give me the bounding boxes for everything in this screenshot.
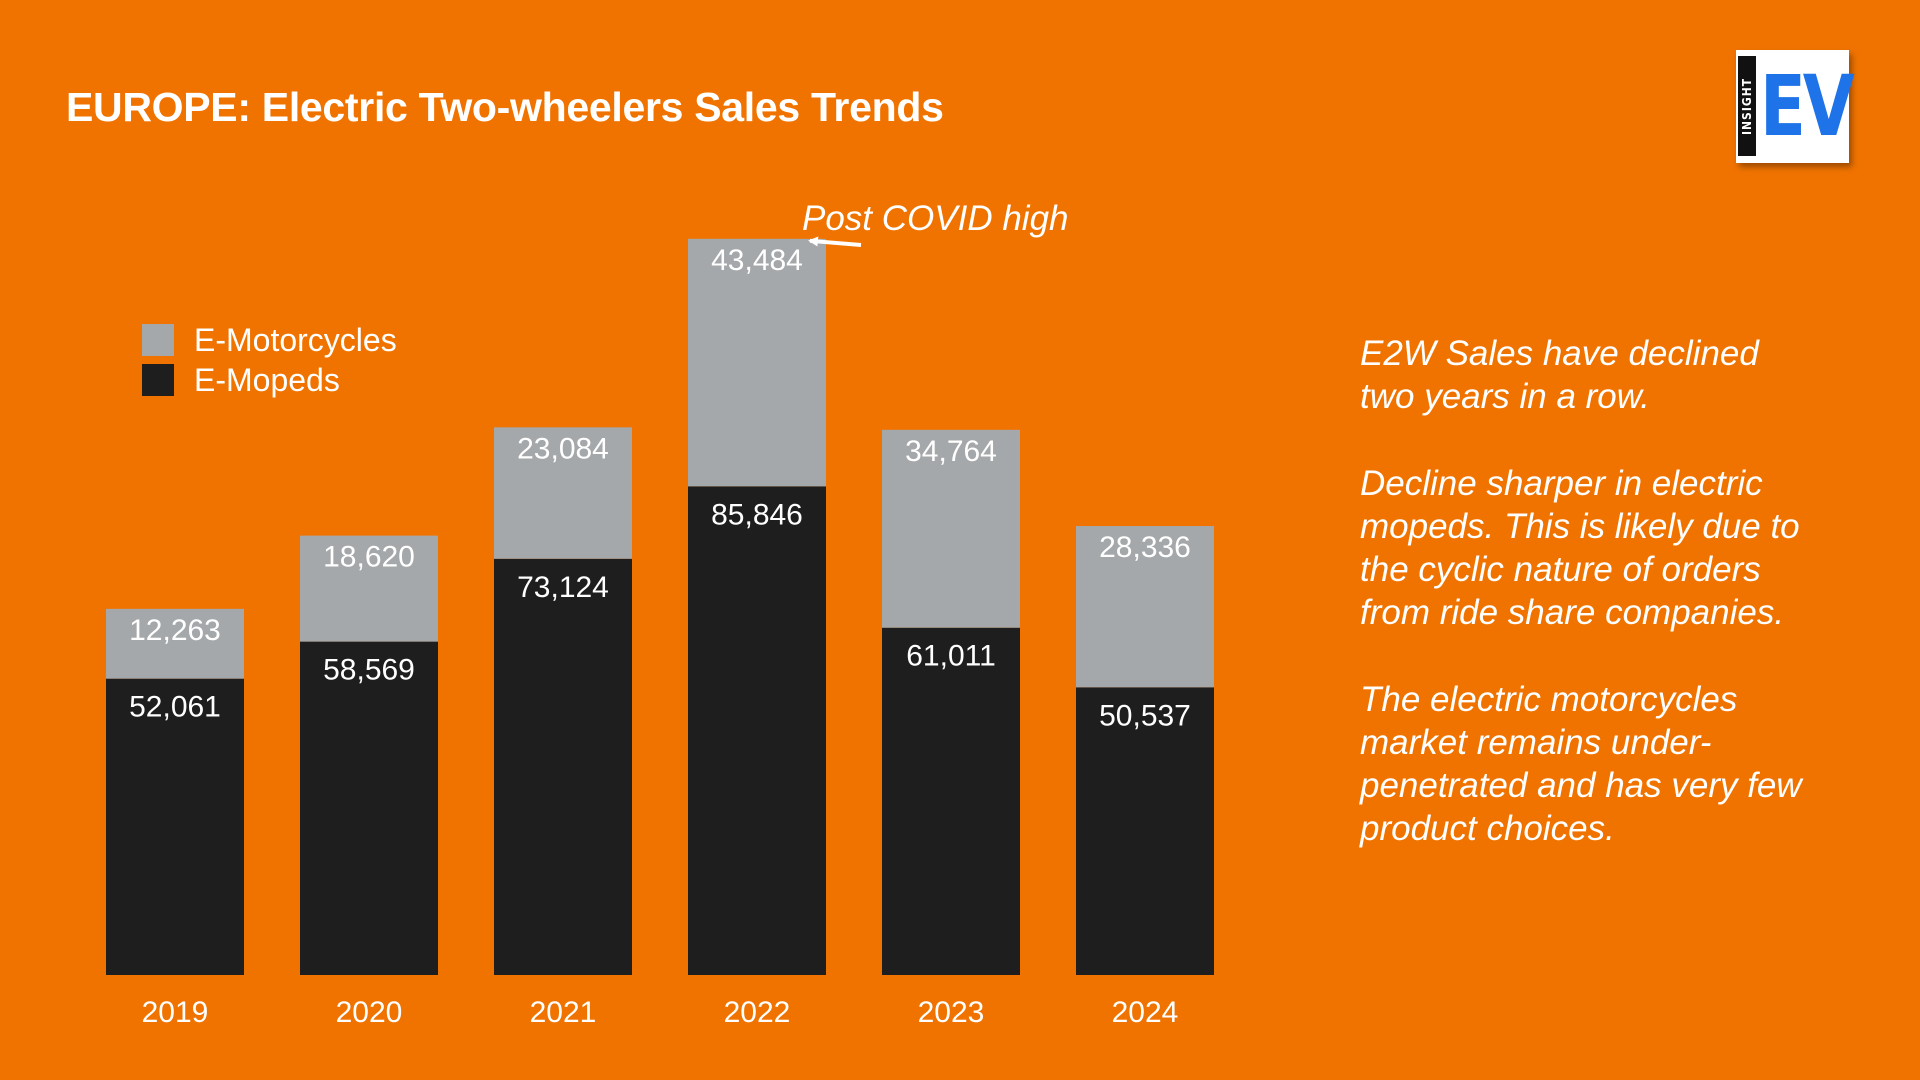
commentary-notes: E2W Sales have declined two years in a r… [1360, 332, 1820, 894]
data-label-mopeds-2023: 61,011 [906, 640, 996, 673]
x-tick-label-2019: 2019 [142, 996, 209, 1029]
data-label-motorcycles-2023: 34,764 [905, 435, 997, 468]
data-label-mopeds-2024: 50,537 [1099, 699, 1191, 732]
data-label-mopeds-2019: 52,061 [129, 691, 221, 724]
bar-motorcycles-2021 [494, 427, 632, 559]
x-tick-label-2024: 2024 [1112, 996, 1179, 1029]
data-label-motorcycles-2021: 23,084 [517, 432, 609, 465]
x-tick-label-2022: 2022 [724, 996, 791, 1029]
annotation-post-covid: Post COVID high [802, 199, 1069, 238]
data-label-motorcycles-2024: 28,336 [1099, 531, 1191, 564]
bar-motorcycles-2019 [106, 608, 244, 679]
annotation-arrow-icon [808, 236, 862, 247]
bar-motorcycles-2020 [300, 535, 438, 642]
data-label-mopeds-2021: 73,124 [517, 571, 609, 604]
bar-mopeds-2022 [688, 486, 826, 975]
bar-motorcycles-2022 [688, 238, 826, 487]
legend-label-e-mopeds: E-Mopeds [194, 362, 340, 398]
data-label-motorcycles-2020: 18,620 [323, 541, 415, 574]
note-3: The electric motorcycles market remains … [1360, 680, 1802, 848]
insight-ev-logo: INSIGHT EV [1736, 50, 1855, 163]
bar-mopeds-2023 [882, 627, 1020, 975]
data-label-mopeds-2020: 58,569 [323, 654, 415, 687]
data-label-mopeds-2022: 85,846 [711, 498, 803, 531]
legend-swatch-e-mopeds [142, 364, 174, 396]
note-1: E2W Sales have declined two years in a r… [1360, 334, 1759, 416]
bar-mopeds-2020 [300, 641, 438, 975]
x-tick-label-2020: 2020 [336, 996, 403, 1029]
bar-motorcycles-2024 [1076, 526, 1214, 688]
bar-mopeds-2019 [106, 678, 244, 975]
bar-mopeds-2024 [1076, 687, 1214, 975]
x-tick-label-2021: 2021 [530, 996, 597, 1029]
bar-motorcycles-2023 [882, 429, 1020, 628]
data-label-motorcycles-2019: 12,263 [129, 614, 221, 647]
bar-mopeds-2021 [494, 558, 632, 975]
data-label-motorcycles-2022: 43,484 [711, 244, 803, 277]
note-2: Decline sharper in electric mopeds. This… [1360, 464, 1800, 632]
x-tick-label-2023: 2023 [918, 996, 985, 1029]
page-title: EUROPE: Electric Two-wheelers Sales Tren… [66, 84, 944, 130]
legend-label-e-motorcycles: E-Motorcycles [194, 322, 397, 358]
legend-swatch-e-motorcycles [142, 324, 174, 356]
